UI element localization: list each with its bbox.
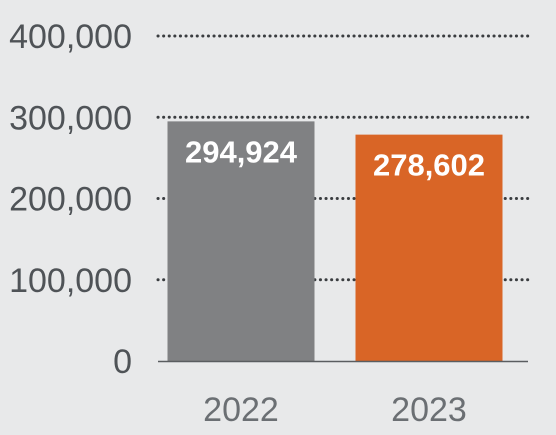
y-tick-label: 0 <box>113 343 132 381</box>
x-category-label: 2023 <box>391 391 467 429</box>
y-tick-label: 100,000 <box>9 262 132 300</box>
bar-2022 <box>167 121 315 361</box>
x-category-label: 2022 <box>203 391 279 429</box>
bar-value-label: 294,924 <box>185 134 298 169</box>
y-tick-label: 400,000 <box>9 18 132 56</box>
bars <box>167 121 503 361</box>
x-axis-category-labels: 2022 2023 <box>203 391 467 429</box>
bar-value-label: 278,602 <box>373 148 485 183</box>
y-axis-tick-labels: 0 100,000 200,000 300,000 400,000 <box>9 18 132 381</box>
y-tick-label: 300,000 <box>9 99 132 137</box>
bar-2023 <box>355 134 503 361</box>
y-tick-label: 200,000 <box>9 181 132 219</box>
bar-value-labels: 294,924 278,602 <box>185 134 485 182</box>
